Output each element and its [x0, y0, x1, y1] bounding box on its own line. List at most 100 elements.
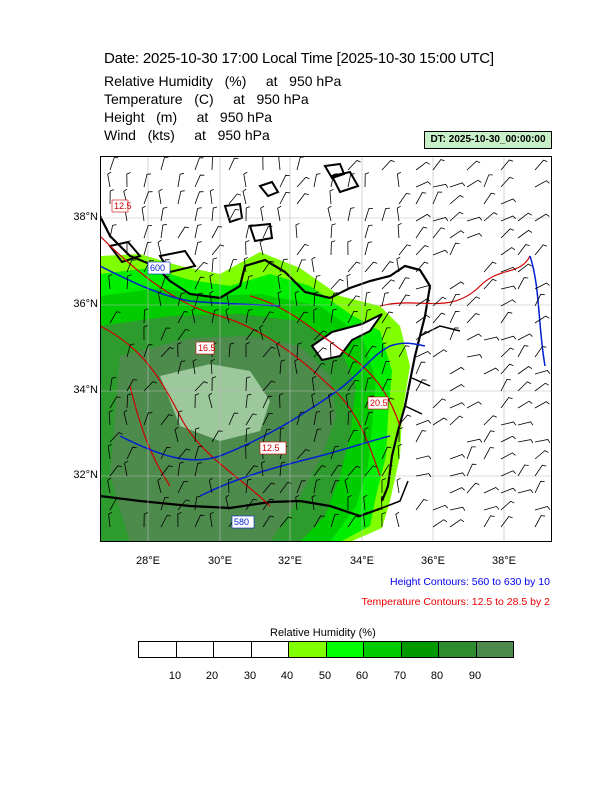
wind-barb	[364, 411, 373, 426]
contour-label: 12.5	[262, 443, 280, 453]
wind-barb	[364, 224, 373, 239]
wind-barb	[483, 447, 495, 460]
wind-barb	[483, 336, 500, 341]
wind-barb	[344, 477, 349, 494]
wind-barb	[397, 443, 402, 460]
wind-barb	[466, 313, 480, 324]
wind-barb	[432, 159, 445, 171]
wind-barb	[296, 156, 305, 171]
wind-barb	[313, 362, 326, 375]
wind-barb	[466, 401, 482, 409]
wind-barb	[534, 282, 550, 290]
wind-barb	[347, 410, 353, 426]
wind-barb	[191, 307, 196, 324]
wind-barb	[211, 376, 217, 392]
wind-barb	[500, 198, 517, 205]
wind-barb	[381, 446, 392, 460]
wind-barb	[225, 307, 230, 324]
wind-barb	[245, 309, 253, 324]
wind-barb	[294, 358, 299, 375]
wind-barb	[330, 359, 338, 375]
colorbar-tick: 40	[280, 670, 294, 682]
wind-barb	[432, 227, 446, 239]
wind-barb	[277, 273, 282, 290]
wind-barb	[276, 341, 281, 358]
wind-barb	[328, 392, 333, 409]
wind-barb	[295, 222, 300, 239]
wind-barb	[449, 402, 465, 409]
wind-barb	[432, 191, 443, 205]
wind-barb	[517, 229, 533, 239]
wind-barb	[107, 477, 112, 494]
wind-barb	[534, 315, 550, 324]
wind-barb	[123, 409, 128, 426]
wind-barb	[108, 409, 113, 426]
wind-barb	[279, 481, 292, 494]
wind-barb	[262, 156, 267, 171]
lat-label: 32°N	[73, 469, 98, 481]
wind-barb	[500, 516, 513, 528]
wind-barb	[347, 173, 355, 188]
colorbar-box	[139, 642, 177, 657]
wind-barb	[517, 244, 530, 256]
wind-barb	[294, 290, 299, 307]
wind-barb	[517, 381, 532, 392]
wind-barb	[517, 439, 534, 444]
wind-barb	[160, 207, 168, 222]
wind-barb	[160, 156, 169, 171]
wind-barb	[311, 392, 316, 409]
wind-barb	[466, 233, 483, 239]
wind-barb	[381, 378, 392, 392]
lon-label: 32°E	[278, 555, 302, 567]
wind-barb	[245, 342, 250, 357]
wind-barb	[381, 478, 386, 493]
wind-barb	[500, 266, 517, 273]
wind-barb	[313, 291, 319, 307]
wind-barb	[278, 156, 282, 171]
colorbar-tick: 50	[318, 670, 332, 682]
wind-barb	[262, 412, 273, 426]
wind-barb	[432, 217, 449, 222]
wind-barb	[143, 241, 152, 256]
wind-barb	[449, 293, 460, 307]
wind-barb	[209, 511, 214, 528]
wind-barb	[160, 515, 172, 528]
wind-barb	[449, 366, 465, 375]
wind-barb	[143, 512, 149, 528]
contour-label: 580	[234, 517, 249, 527]
wind-barb	[211, 226, 223, 239]
wind-barb	[396, 477, 401, 494]
colorbar-tick: 70	[393, 670, 407, 682]
wind-barb	[126, 240, 131, 255]
wind-barb	[245, 275, 253, 290]
wind-barb	[432, 417, 448, 426]
cyprus-island	[310, 313, 383, 362]
wind-barb	[347, 495, 352, 511]
wind-barb	[228, 209, 240, 222]
wind-barb	[483, 367, 499, 375]
wind-barb	[500, 363, 514, 375]
wind-barb	[245, 444, 250, 460]
wind-barb	[415, 455, 432, 460]
wind-barb	[466, 446, 476, 460]
wind-barb	[534, 480, 545, 494]
wind-barb	[364, 427, 369, 443]
wind-barb	[449, 384, 465, 392]
wind-barb	[109, 498, 121, 511]
wind-barb	[143, 308, 149, 324]
wind-barb	[534, 506, 551, 511]
chart-title: Date: 2025-10-30 17:00 Local Time [2025-…	[104, 50, 494, 67]
wind-barb	[500, 378, 511, 392]
wind-barb	[143, 344, 153, 358]
wind-barb	[211, 309, 219, 324]
wind-barb	[177, 328, 190, 341]
wind-barb	[279, 174, 290, 188]
wind-barb	[500, 247, 516, 256]
wind-barb	[483, 174, 493, 188]
wind-barb	[330, 480, 340, 494]
wind-barb	[245, 393, 252, 409]
wind-barb	[194, 276, 205, 290]
wind-barb	[313, 411, 321, 426]
wind-barb	[243, 256, 248, 273]
wind-barb	[177, 292, 186, 307]
